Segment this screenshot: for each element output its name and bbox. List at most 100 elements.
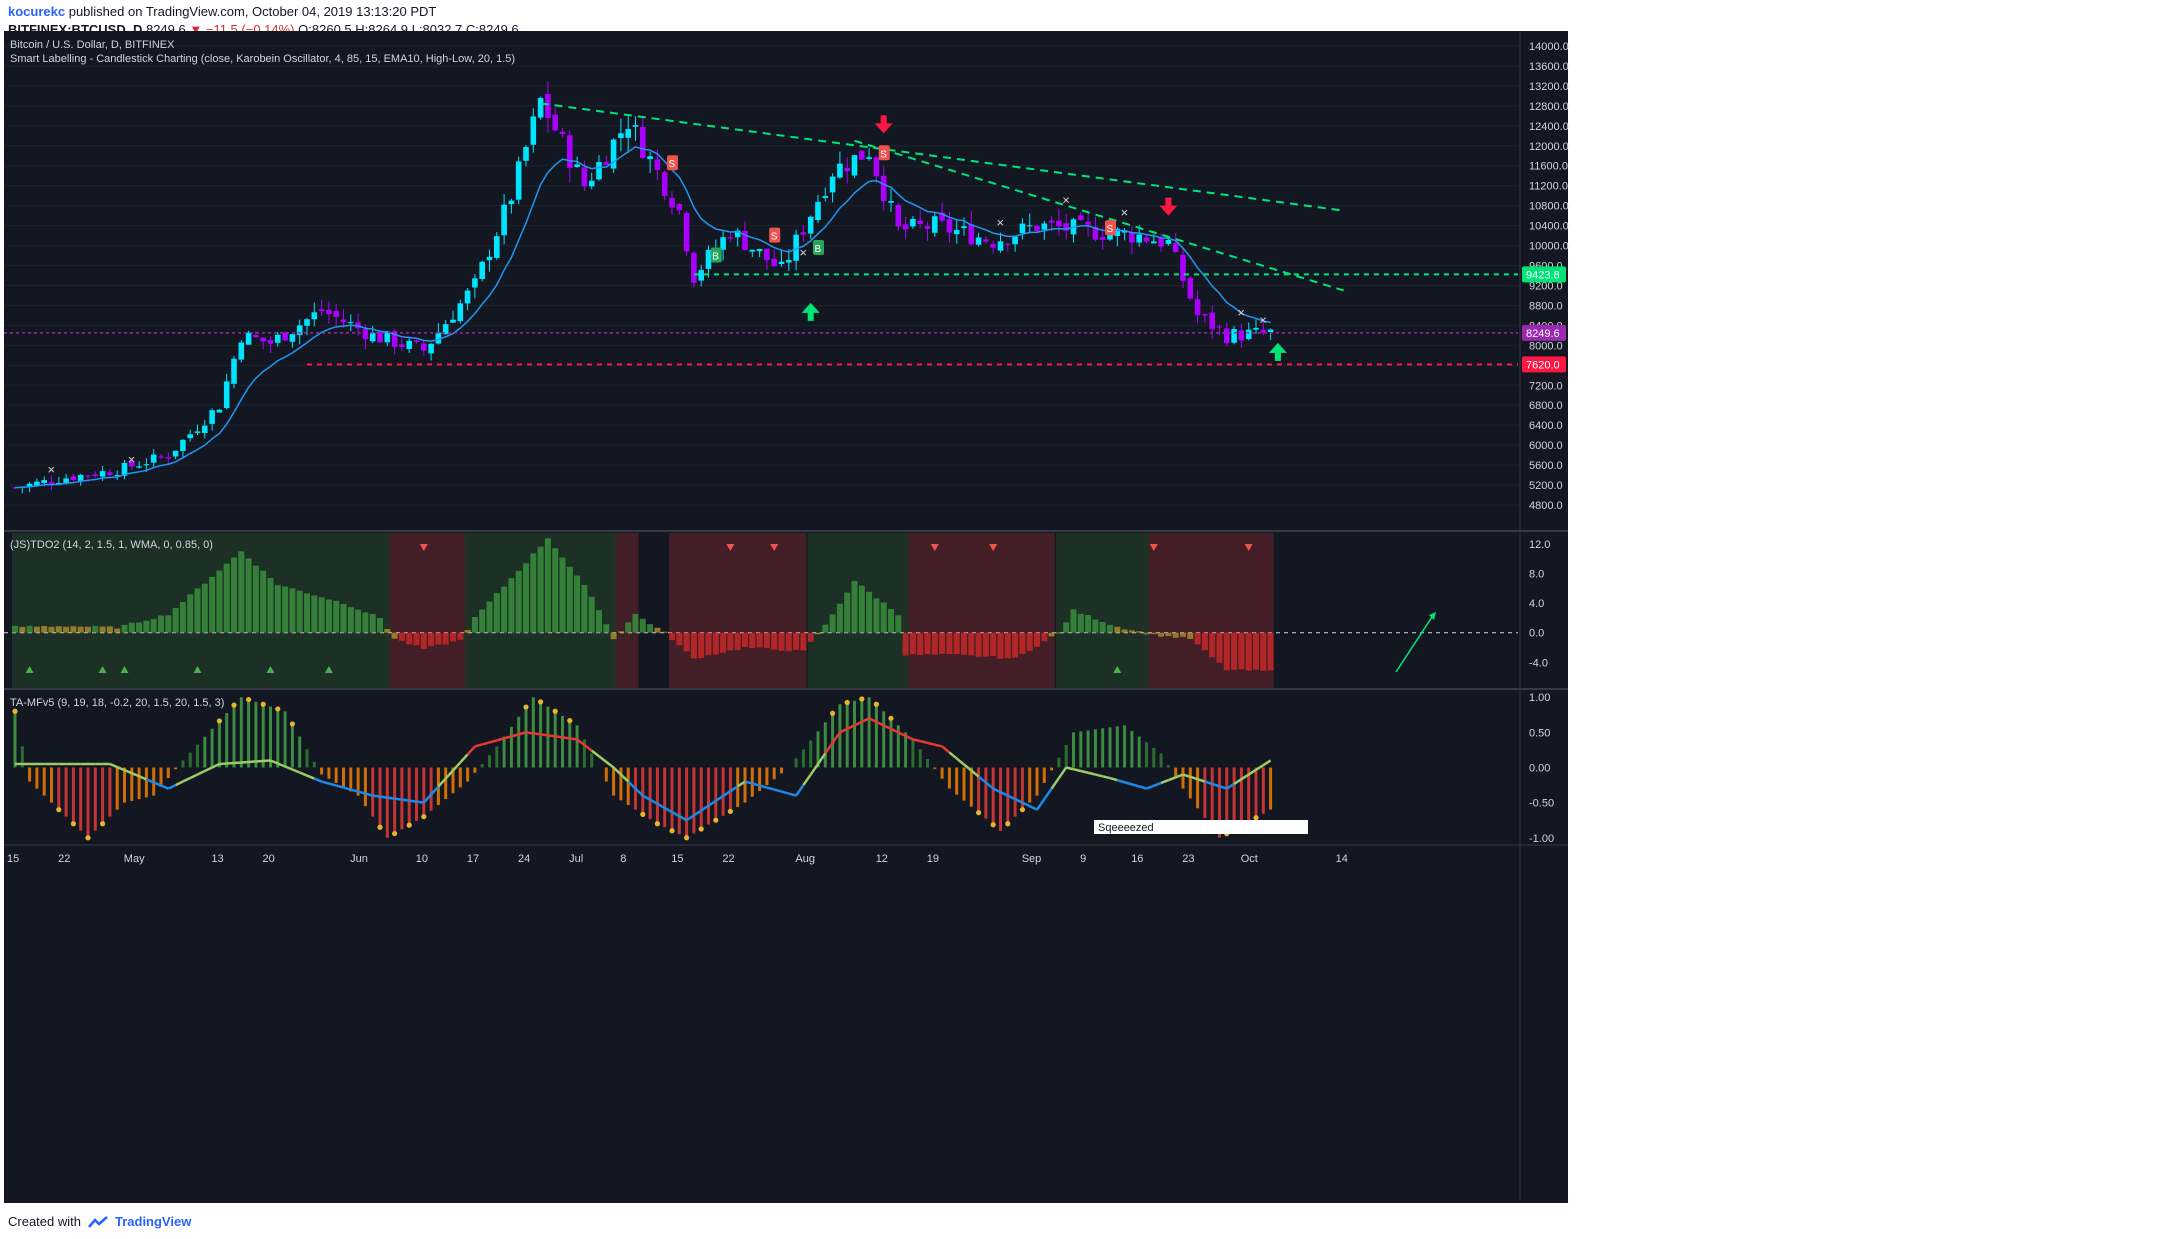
tdo-bar (1004, 632, 1011, 659)
price-axis-tick: 8800.0 (1529, 300, 1563, 312)
time-axis-tick: Jul (569, 853, 583, 865)
mf-extreme-dot (567, 718, 573, 724)
mf-signal-line (1073, 768, 1082, 773)
mf-signal-line (291, 768, 301, 774)
mf-extreme-dot (654, 821, 661, 827)
time-axis-tick: 9 (1080, 853, 1086, 865)
mf-extreme-dot (727, 808, 734, 815)
candle (77, 474, 84, 481)
mf-signal-line (248, 760, 256, 764)
mf-signal-line (671, 810, 680, 818)
candle (1224, 328, 1230, 344)
mf-signal-line (328, 782, 337, 787)
mf-signal-line (802, 773, 812, 786)
mf-signal-line (1153, 781, 1162, 787)
tdo-bar (333, 600, 340, 633)
mf-signal-line (284, 765, 293, 771)
author-link[interactable]: kocurekc (8, 4, 66, 19)
mf-signal-line (109, 762, 118, 769)
candle (720, 237, 726, 250)
candle (1260, 329, 1267, 333)
mf-extreme-dot (231, 702, 237, 708)
tdo-bar (815, 632, 821, 635)
candle (1151, 241, 1157, 244)
tdo-bar (172, 607, 179, 633)
candle (384, 332, 391, 343)
candle (428, 343, 434, 354)
candle (494, 236, 500, 258)
candle (143, 464, 150, 466)
buy-signal-badge (710, 247, 722, 263)
mf-signal-line (466, 745, 476, 756)
candle (114, 475, 120, 477)
candle (1253, 327, 1259, 330)
sell-signal-badge (1105, 220, 1116, 236)
mf-signal-line (766, 786, 775, 791)
tdo-bar (267, 577, 274, 633)
candle (1172, 243, 1179, 253)
mf-axis-tick: -0.50 (1529, 798, 1554, 810)
tdo-bar (435, 632, 442, 645)
tdo-bar (588, 596, 595, 633)
tdo-bar (48, 626, 55, 633)
candle (85, 475, 91, 477)
tradingview-brand[interactable]: TradingView (114, 1214, 192, 1229)
mf-signal-line (365, 792, 374, 797)
tdo-bar (1041, 632, 1048, 642)
mf-signal-line (912, 738, 921, 743)
tdo-pane-title: (JS)TDO2 (14, 2, 1.5, 1, WMA, 0, 0.85, 0… (10, 539, 213, 551)
tdo-bar (1165, 632, 1172, 637)
candle (545, 93, 551, 119)
squeeze-label-box (1094, 820, 1308, 834)
tdo-bar (924, 632, 931, 655)
tdo-bar (209, 576, 216, 633)
tdo-bar (289, 588, 296, 633)
cross-marker: × (128, 452, 136, 467)
tdo-bar (909, 632, 916, 655)
mf-signal-line (1255, 764, 1264, 771)
tdo-bar (398, 632, 405, 641)
price-axis-tick: 10400.0 (1529, 221, 1569, 233)
mf-signal-line (562, 736, 570, 740)
price-label-box (1522, 356, 1566, 373)
tdo-bar (1070, 609, 1077, 633)
candle (625, 129, 631, 138)
tdo-bar (12, 625, 18, 633)
tdo-bar (471, 617, 478, 633)
mf-signal-line (1029, 805, 1038, 811)
mf-axis-tick: 0.50 (1529, 727, 1550, 739)
candle (457, 303, 464, 322)
mf-extreme-dot (873, 701, 880, 707)
mf-signal-line (255, 759, 264, 763)
tdo-bar (544, 538, 551, 633)
candle (267, 339, 274, 344)
tdo-bar (705, 632, 712, 656)
mf-signal-line (372, 794, 381, 798)
time-axis-tick: 15 (7, 853, 19, 865)
candle (1231, 329, 1237, 343)
candle (348, 322, 354, 324)
tdo-bar (939, 632, 946, 654)
mf-signal-line (1226, 782, 1235, 790)
mf-extreme-dot (392, 830, 398, 837)
mf-signal-line (642, 794, 651, 801)
tdo-bar (238, 551, 245, 633)
candle (165, 457, 172, 459)
tdo-bar (1055, 632, 1062, 634)
candle (844, 167, 850, 172)
mf-axis-tick: -1.00 (1529, 833, 1554, 845)
candle (472, 278, 478, 288)
mf-signal-line (313, 777, 323, 783)
mf-signal-line (605, 760, 615, 769)
mf-signal-line (1233, 778, 1243, 785)
candle (377, 332, 383, 343)
mf-signal-line (321, 780, 330, 785)
publish-text: published on TradingView.com, October 04… (68, 4, 437, 19)
price-axis-tick: 14000.0 (1529, 41, 1569, 53)
tdo-bar (486, 601, 493, 633)
candle (530, 116, 537, 145)
candle (953, 229, 960, 235)
mf-signal-line (612, 766, 622, 776)
candle (822, 196, 829, 198)
